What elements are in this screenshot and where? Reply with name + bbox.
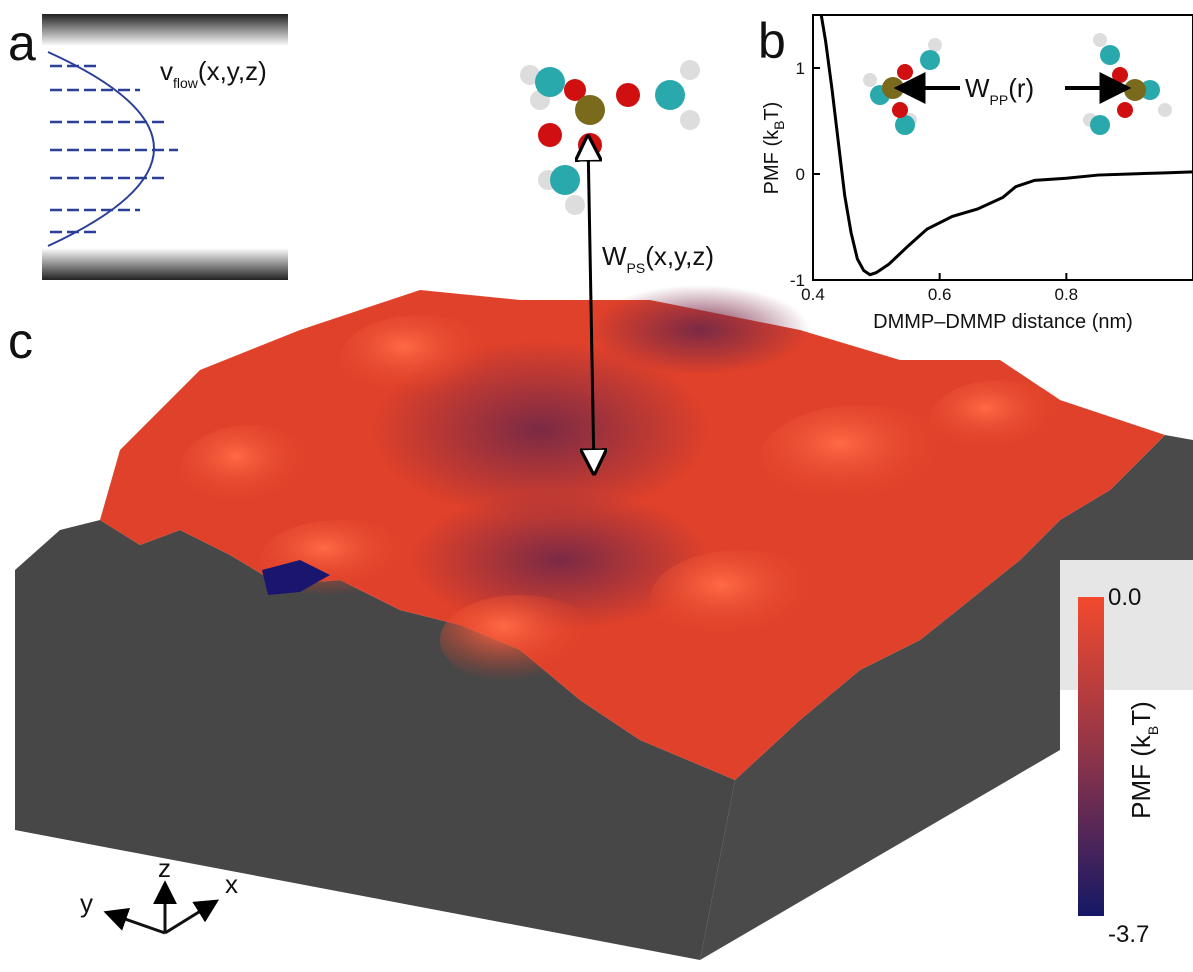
flow-label: vflow(x,y,z) <box>160 56 267 91</box>
y-tick-label: -1 <box>790 271 805 290</box>
interaction-label: WPS(x,y,z) <box>602 241 714 276</box>
axis-label: y <box>80 888 93 918</box>
molecule <box>520 60 700 215</box>
axis-label: z <box>158 853 171 883</box>
y-tick-label: 0 <box>796 165 805 184</box>
flow-profile <box>48 52 178 246</box>
colorbar-tick-label: 0.0 <box>1108 584 1141 611</box>
colorbar-label: PMF (kBT) <box>1126 701 1161 819</box>
y-axis-label: PMF (kBT) <box>761 102 787 195</box>
colorbar-tick-label: -3.7 <box>1108 921 1149 948</box>
x-tick-label: 0.6 <box>928 285 952 304</box>
axis-triad <box>108 885 215 933</box>
y-tick-label: 1 <box>796 59 805 78</box>
panel-label: c <box>8 313 33 369</box>
plate <box>42 14 288 46</box>
x-tick-label: 0.8 <box>1055 285 1079 304</box>
plate <box>42 248 288 280</box>
colorbar <box>1078 597 1104 916</box>
plot-frame <box>813 15 1193 280</box>
panel-label: a <box>8 15 36 71</box>
figure: PMF (kBT) vflow(x,y,z) a b c WPS(x,y,z) … <box>0 0 1193 967</box>
surface-render <box>15 285 1193 967</box>
panel-label: b <box>758 13 786 69</box>
axis-label: x <box>225 869 238 899</box>
x-axis-label: DMMP–DMMP distance (nm) <box>873 311 1133 333</box>
